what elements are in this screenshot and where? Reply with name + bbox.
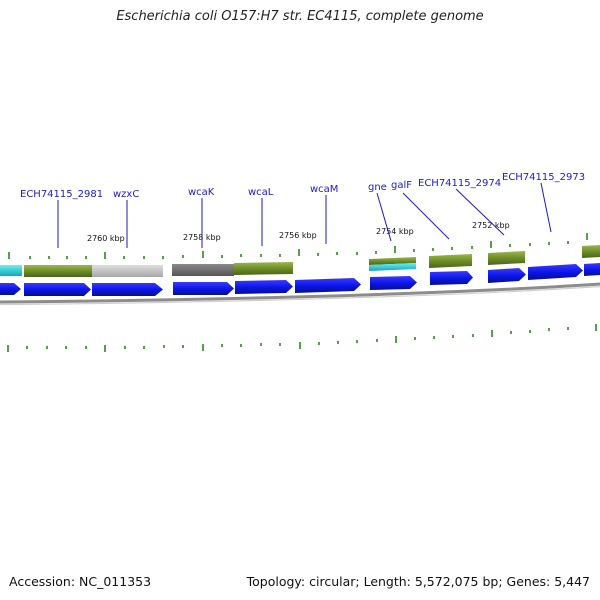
cog-block (488, 251, 525, 265)
cog-block (429, 254, 472, 268)
cds-arrow (173, 282, 234, 295)
cog-block (24, 265, 92, 277)
gene-label: gne (368, 182, 387, 193)
cds-arrow (430, 271, 473, 285)
cds-row (0, 263, 600, 296)
cds-arrow (24, 283, 91, 296)
gene-label-leaders (57, 182, 552, 248)
cds-arrow (235, 280, 293, 294)
cog-row (0, 245, 600, 277)
cds-arrow (584, 263, 600, 276)
cog-block (234, 262, 293, 275)
leader-line (402, 192, 450, 240)
cog-block (172, 264, 234, 276)
cds-arrow (488, 268, 526, 283)
cds-arrow (92, 283, 163, 296)
gene-label: ECH74115_2973 (502, 172, 585, 183)
kbp-label: 2752 kbp (472, 221, 510, 230)
kbp-label: 2760 kbp (87, 234, 125, 243)
cog-block (369, 257, 416, 265)
genome-backbone-shadow (0, 285, 600, 306)
cds-arrow (528, 264, 583, 280)
cog-block (92, 265, 163, 277)
leader-line (540, 182, 552, 233)
cds-arrow (295, 278, 361, 293)
gene-label: ECH74115_2974 (418, 178, 501, 189)
leader-line (376, 192, 392, 242)
cog-block (582, 245, 600, 258)
upper-ruler (8, 233, 588, 259)
cds-arrow (0, 283, 21, 295)
genome-backbone (0, 282, 600, 304)
cog-block (369, 263, 416, 271)
gene-label: wcaK (188, 187, 215, 198)
gene-label: ECH74115_2981 (20, 189, 103, 200)
kbp-labels: 2760 kbp 2758 kbp 2756 kbp 2754 kbp 2752… (87, 221, 510, 243)
cog-block (0, 265, 22, 276)
gene-label: galF (391, 180, 412, 191)
accession-label: Accession: NC_011353 (9, 574, 152, 589)
map-title: Escherichia coli O157:H7 str. EC4115, co… (116, 9, 484, 24)
gene-label: wcaM (310, 184, 338, 195)
gene-labels: ECH74115_2981 wzxC wcaK wcaL wcaM gne ga… (20, 172, 585, 200)
lower-ruler (7, 324, 597, 352)
kbp-label: 2754 kbp (376, 227, 414, 236)
kbp-label: 2756 kbp (279, 231, 317, 240)
gene-label: wzxC (113, 189, 139, 200)
genome-summary: Topology: circular; Length: 5,572,075 bp… (246, 574, 590, 589)
leader-line (455, 188, 505, 236)
cds-arrow (370, 276, 417, 290)
gene-label: wcaL (248, 187, 274, 198)
